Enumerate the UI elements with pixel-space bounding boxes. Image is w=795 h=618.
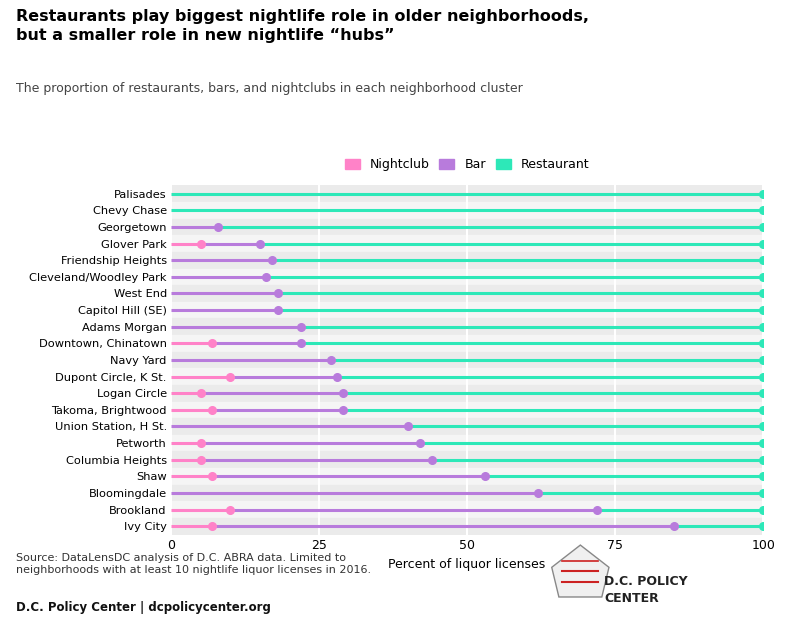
Polygon shape bbox=[552, 545, 609, 597]
Bar bbox=[171, 435, 763, 451]
Bar bbox=[171, 252, 763, 269]
Bar bbox=[171, 335, 763, 352]
Bar bbox=[171, 235, 763, 252]
Bar bbox=[171, 352, 763, 368]
Bar bbox=[171, 468, 763, 485]
Text: D.C. POLICY
CENTER: D.C. POLICY CENTER bbox=[604, 575, 688, 605]
Bar bbox=[171, 219, 763, 235]
Bar bbox=[171, 501, 763, 518]
X-axis label: Percent of liquor licenses: Percent of liquor licenses bbox=[389, 558, 545, 571]
Text: The proportion of restaurants, bars, and nightclubs in each neighborhood cluster: The proportion of restaurants, bars, and… bbox=[16, 82, 522, 95]
Bar bbox=[171, 318, 763, 335]
Bar bbox=[171, 185, 763, 202]
Bar bbox=[171, 302, 763, 318]
Bar bbox=[171, 368, 763, 385]
Text: D.C. Policy Center | dcpolicycenter.org: D.C. Policy Center | dcpolicycenter.org bbox=[16, 601, 271, 614]
Bar bbox=[171, 269, 763, 285]
Bar bbox=[171, 285, 763, 302]
Text: Source: DataLensDC analysis of D.C. ABRA data. Limited to
neighborhoods with at : Source: DataLensDC analysis of D.C. ABRA… bbox=[16, 553, 371, 575]
Bar bbox=[171, 451, 763, 468]
Bar bbox=[171, 418, 763, 435]
Bar bbox=[171, 385, 763, 402]
Bar bbox=[171, 202, 763, 219]
Bar bbox=[171, 518, 763, 535]
Text: Restaurants play biggest nightlife role in older neighborhoods,
but a smaller ro: Restaurants play biggest nightlife role … bbox=[16, 9, 589, 43]
Bar bbox=[171, 485, 763, 501]
Bar bbox=[171, 402, 763, 418]
Legend: Nightclub, Bar, Restaurant: Nightclub, Bar, Restaurant bbox=[344, 158, 590, 171]
